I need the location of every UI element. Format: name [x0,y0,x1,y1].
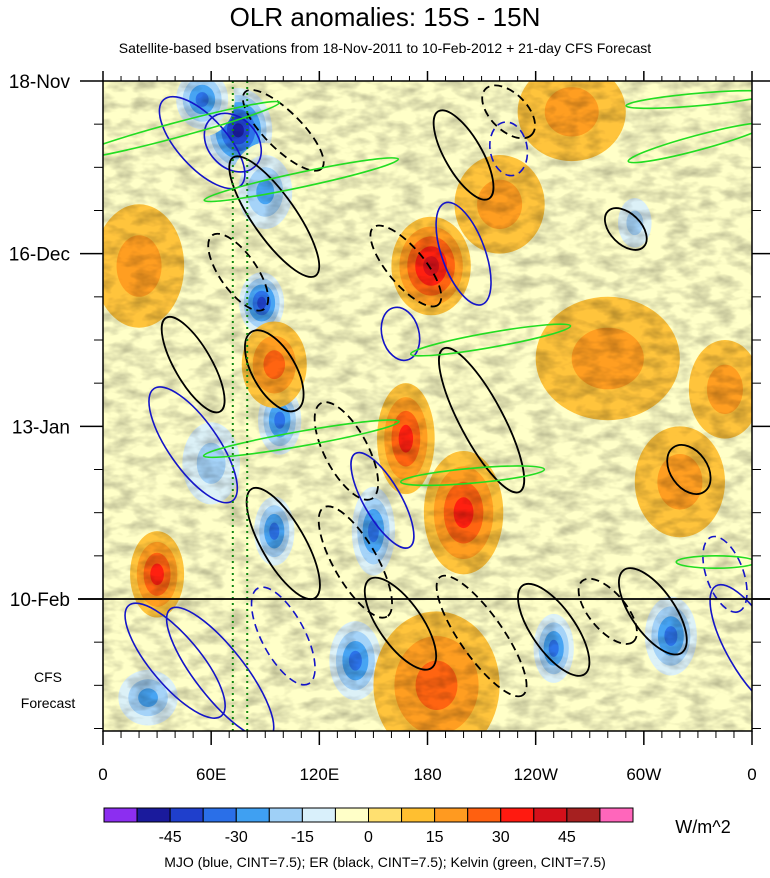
colorbar-tick-label: -30 [225,829,248,846]
er-contour [317,505,393,619]
forecast-label-forecast: Forecast [21,695,76,711]
er-contour [313,401,380,501]
er-contour [207,232,270,312]
kelvin-contour [675,555,752,569]
mjo-contour [165,606,275,731]
kelvin-contour [399,465,546,487]
colorbar-unit: W/m^2 [675,817,730,837]
x-tick-label: 60W [626,765,661,784]
forecast-label-cfs: CFS [34,669,62,685]
colorbar-swatch [136,807,171,823]
x-tick-label: 60E [196,765,226,784]
colorbar-swatch [599,807,634,823]
er-contour [160,316,226,414]
x-tick-label: 120W [513,765,557,784]
colorbar-swatch [401,807,436,823]
colorbar-swatch [533,807,568,823]
colorbar-swatch [169,807,204,823]
y-tick-label: 10-Feb [10,590,70,611]
er-contour [438,346,526,494]
er-contour [666,444,712,495]
colorbar-swatch [202,807,237,823]
kelvin-contour [625,89,752,110]
colorbar-tick-label: -15 [291,829,314,846]
er-contour [517,582,591,677]
y-tick-label: 16-Dec [9,245,70,266]
colorbar-swatch [103,807,138,823]
x-tick-label: 180 [413,765,441,784]
noise-texture-cool [103,81,752,731]
chart-title: OLR anomalies: 15S - 15N [229,2,541,32]
colorbar-swatch [368,807,403,823]
er-contour [228,155,321,278]
er-contour [604,207,648,251]
er-contour [481,84,536,140]
er-contour [435,574,528,698]
mjo-contour [124,602,226,719]
colorbar-swatch [235,807,270,823]
mjo-contour [250,586,316,686]
colorbar-swatch [434,807,469,823]
mjo-contour [435,201,492,306]
y-tick-label: 18-Nov [9,72,71,93]
mjo-contour [203,112,263,173]
mjo-contour [709,583,752,713]
colorbar-tick-label: 30 [492,829,510,846]
colorbar-swatch [301,807,336,823]
colorbar-swatch [500,807,535,823]
mjo-contour [148,386,239,504]
er-contour [577,577,638,645]
y-tick-label: 13-Jan [12,417,70,438]
colorbar-tick-label: -45 [159,829,182,846]
kelvin-contour [627,121,752,164]
kelvin-contour [202,419,400,459]
x-tick-label: 120E [299,765,339,784]
mjo-contour [158,95,246,190]
mjo-contour [702,535,748,613]
x-tick-label: 0 [98,765,107,784]
colorbar-tick-label: 15 [426,829,444,846]
kelvin-contour [409,323,572,357]
kelvin-contour [203,157,400,203]
er-contour [432,109,495,201]
mjo-contour [489,121,529,177]
colorbar-tick-label: 45 [558,829,576,846]
colorbar-swatch [334,807,370,823]
chart-subtitle: Satellite-based bservations from 18-Nov-… [118,40,652,56]
er-contour [363,576,438,671]
colorbar-swatch [268,807,303,823]
colorbar-tick-label: 0 [364,829,373,846]
x-tick-label: 0 [747,765,756,784]
colorbar-swatch [467,807,502,823]
contour-legend-text: MJO (blue, CINT=7.5); ER (black, CINT=7.… [164,854,606,870]
kelvin-contour [103,100,281,161]
er-contour [244,329,305,413]
mjo-contour [350,451,415,549]
mjo-contour [380,306,421,362]
colorbar-swatch [566,807,601,823]
er-contour [369,224,443,308]
